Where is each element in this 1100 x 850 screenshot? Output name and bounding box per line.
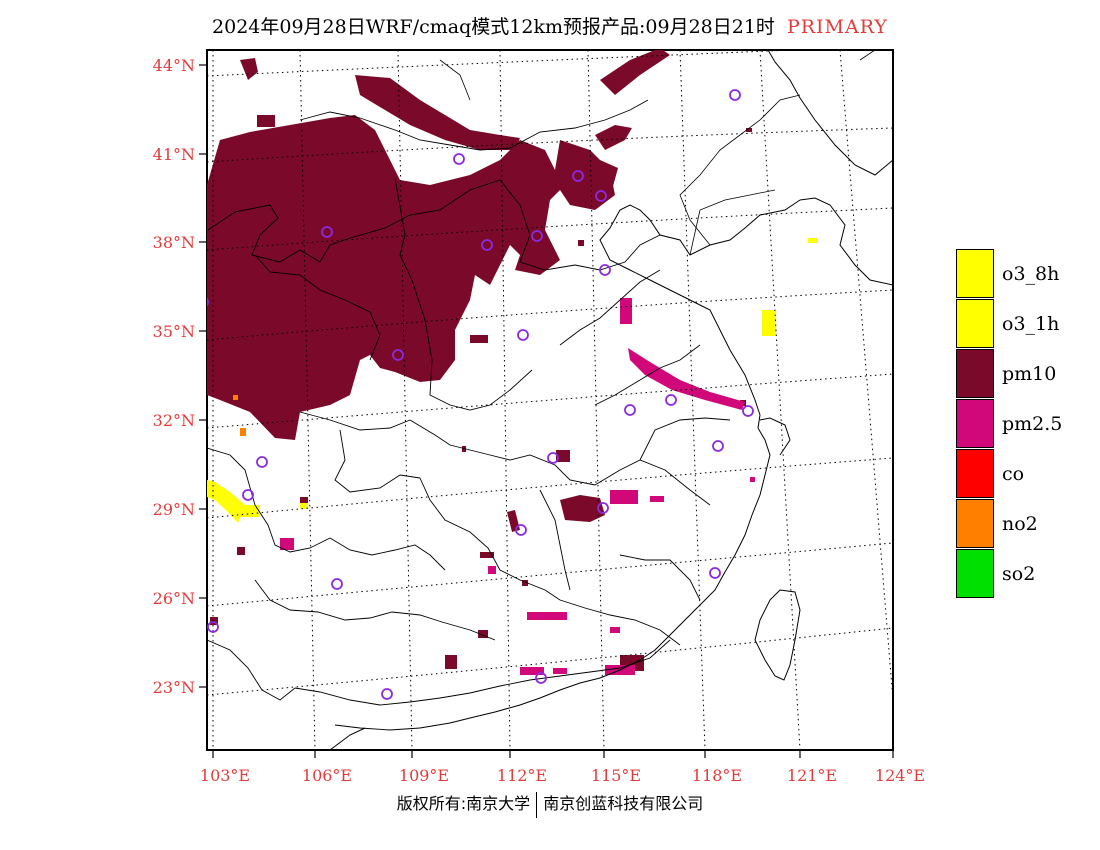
rivers <box>439 50 876 256</box>
lat-label: 35°N <box>153 322 195 341</box>
lat-label: 44°N <box>153 56 195 75</box>
lat-label: 38°N <box>153 233 195 252</box>
lon-label: 109°E <box>399 766 449 785</box>
legend-label: o3_1h <box>1002 313 1060 335</box>
legend-label: so2 <box>1002 563 1036 585</box>
lon-label: 115°E <box>591 766 641 785</box>
legend-swatch <box>956 299 994 348</box>
legend-label: o3_8h <box>1002 263 1060 285</box>
title-text: 2024年09月28日WRF/cmaq模式12km预报产品:09月28日21时 <box>212 16 775 38</box>
graticule <box>207 50 893 750</box>
legend-swatch <box>956 349 994 398</box>
legend-label: co <box>1002 463 1025 485</box>
no2-areas <box>233 395 246 436</box>
copyright-left: 版权所有:南京大学 <box>396 794 531 813</box>
station-markers <box>207 89 754 700</box>
lat-labels: 44°N 41°N 38°N 35°N 32°N 29°N 26°N 23°N <box>153 56 195 697</box>
lon-label: 112°E <box>497 766 547 785</box>
lat-label: 41°N <box>153 145 195 164</box>
lon-label: 121°E <box>787 766 837 785</box>
lon-label: 106°E <box>302 766 352 785</box>
o3-areas <box>207 238 818 523</box>
legend-swatch <box>956 449 994 498</box>
primary-tag: PRIMARY <box>786 16 888 38</box>
map-title: 2024年09月28日WRF/cmaq模式12km预报产品:09月28日21时 P… <box>0 12 1100 39</box>
legend-swatch <box>956 249 994 298</box>
lon-label: 103°E <box>200 766 250 785</box>
legend-swatch <box>956 499 994 548</box>
legend-label: pm2.5 <box>1002 413 1063 435</box>
copyright-footer: 版权所有:南京大学 南京创蓝科技有限公司 <box>0 790 1100 818</box>
lon-label: 118°E <box>692 766 742 785</box>
lat-label: 23°N <box>153 678 195 697</box>
lat-label: 32°N <box>153 411 195 430</box>
copyright-right: 南京创蓝科技有限公司 <box>543 794 704 813</box>
legend-swatch <box>956 399 994 448</box>
coastline <box>329 50 893 750</box>
lat-label: 26°N <box>153 589 195 608</box>
legend-label: pm10 <box>1002 363 1057 385</box>
boundaries <box>207 99 731 731</box>
legend-label: no2 <box>1002 513 1038 535</box>
footer-separator <box>536 791 538 818</box>
legend-swatch <box>956 549 994 598</box>
lon-labels: 103°E 106°E 109°E 112°E 115°E 118°E 121°… <box>200 766 925 785</box>
lon-label: 124°E <box>875 766 925 785</box>
tick-marks <box>199 64 894 758</box>
lat-label: 29°N <box>153 500 195 519</box>
